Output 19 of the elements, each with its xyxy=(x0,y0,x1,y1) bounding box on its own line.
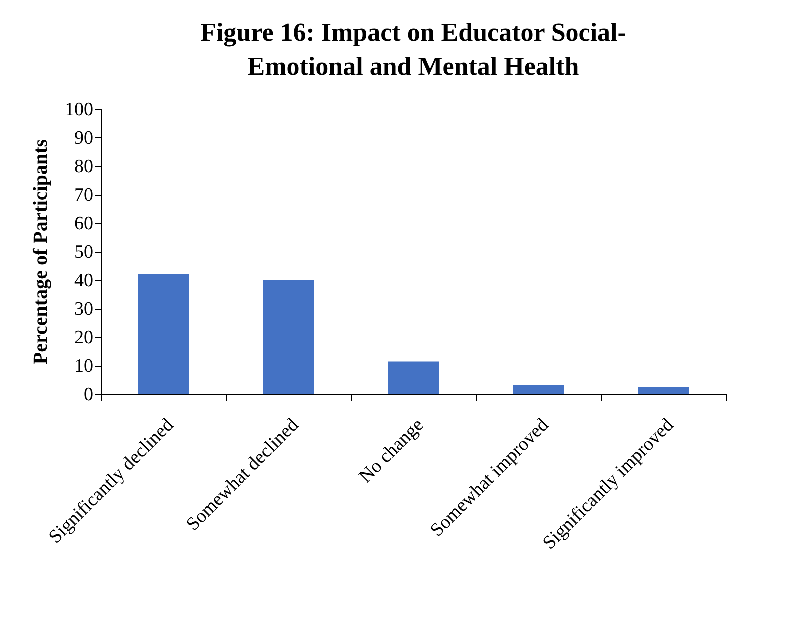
y-tick-label: 80 xyxy=(74,156,94,178)
y-tick-label: 70 xyxy=(74,185,94,206)
bar xyxy=(138,274,189,394)
y-tick-label: 90 xyxy=(74,128,94,149)
y-tick-label: 50 xyxy=(74,242,94,263)
y-tick-label: 20 xyxy=(74,328,94,348)
bar xyxy=(263,280,314,394)
y-tick-label: 100 xyxy=(65,100,94,120)
text: Emotional and Mental Health xyxy=(248,52,580,81)
bar xyxy=(513,385,564,394)
bar xyxy=(388,362,439,394)
y-tick-label: 0 xyxy=(84,384,94,406)
bar xyxy=(638,387,689,394)
text: Figure 16: Impact on Educator Social- xyxy=(200,18,626,47)
y-tick-label: 60 xyxy=(74,214,94,234)
y-tick-label: 30 xyxy=(74,299,94,320)
y-axis-title: Percentage of Participants xyxy=(30,139,52,365)
y-tick-label: 40 xyxy=(74,270,94,292)
y-tick-label: 10 xyxy=(74,356,94,377)
